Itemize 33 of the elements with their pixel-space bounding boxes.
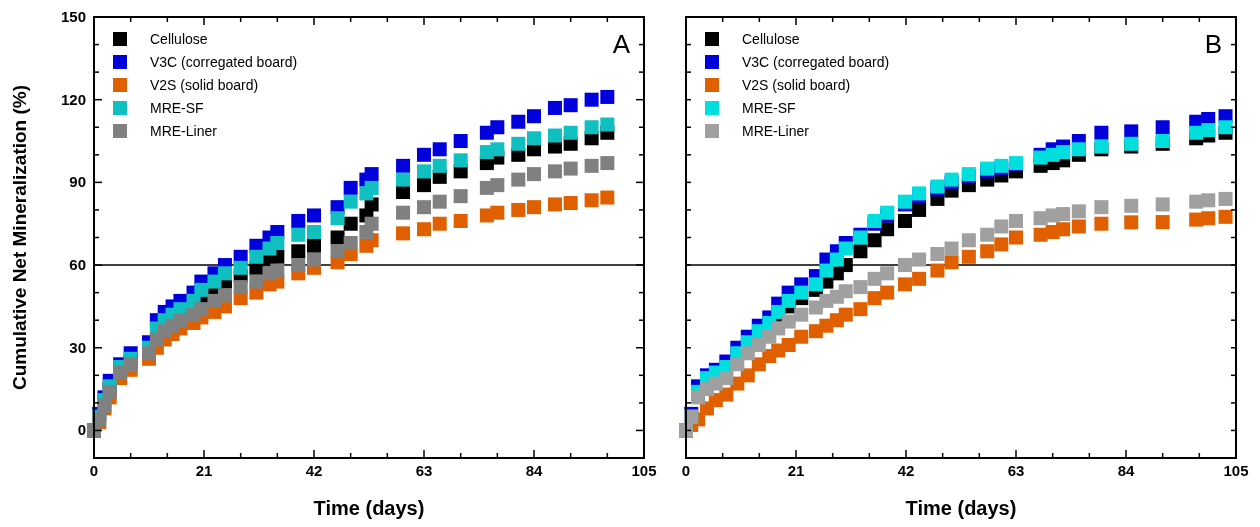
y-tick-label: 30 <box>69 338 86 356</box>
x-tick-label: 63 <box>415 462 433 479</box>
x-axis-title: Time (days) <box>313 497 425 519</box>
annotation: B <box>1204 29 1222 59</box>
x-tick-label: 21 <box>195 462 213 479</box>
legend-label: Cellulose <box>150 31 208 47</box>
x-tick-label: 84 <box>1117 462 1135 479</box>
legend-label: Cellulose <box>742 31 800 47</box>
legend-label: V2S (solid board) <box>742 77 851 93</box>
legend-label: MRE-Liner <box>150 123 218 139</box>
legend-label: MRE-SF <box>150 100 204 116</box>
x-tick-label: 42 <box>897 462 915 479</box>
x-tick-label: 0 <box>681 462 691 479</box>
y-axis-title: Cumulative Net Mineralization (%) <box>9 84 30 391</box>
legend-label: MRE-Liner <box>742 123 810 139</box>
x-tick-label: 21 <box>787 462 805 479</box>
y-tick-label: 120 <box>60 90 86 108</box>
x-tick-label: 63 <box>1007 462 1025 479</box>
y-tick-label: 90 <box>69 173 86 191</box>
x-tick-label: 105 <box>631 462 657 479</box>
annotation: A <box>612 29 631 59</box>
x-tick-label: 0 <box>89 462 99 479</box>
legend-label: MRE-SF <box>742 100 796 116</box>
x-tick-label: 105 <box>1223 462 1249 479</box>
x-tick-label: 84 <box>525 462 543 479</box>
y-tick-label: 60 <box>69 256 86 274</box>
x-axis-title: Time (days) <box>905 497 1017 519</box>
legend-label: V2S (solid board) <box>150 77 259 93</box>
y-tick-label: 0 <box>77 421 86 439</box>
legend-label: V3C (corregated board) <box>150 54 298 70</box>
y-tick-label: 150 <box>60 8 86 25</box>
legend-label: V3C (corregated board) <box>742 54 890 70</box>
x-tick-label: 42 <box>305 462 323 479</box>
